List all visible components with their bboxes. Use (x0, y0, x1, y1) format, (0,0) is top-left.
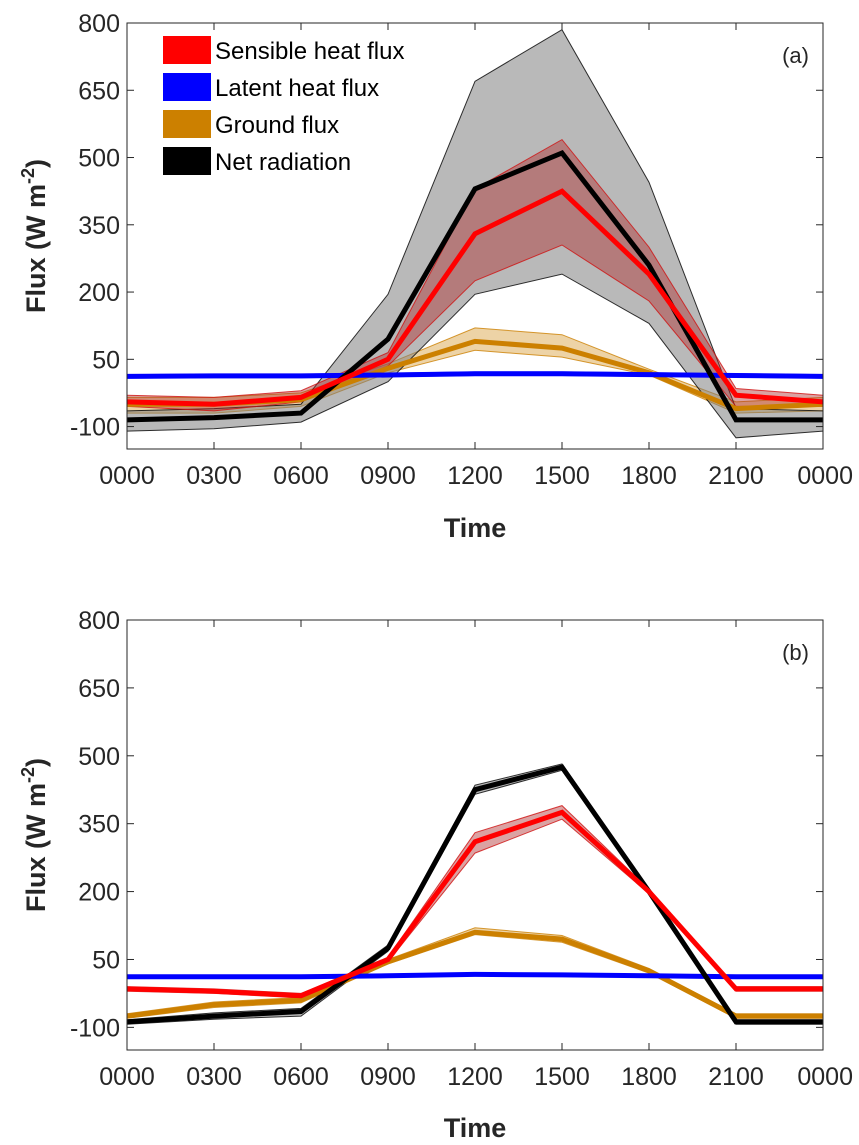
x-tick-label: 1200 (447, 1063, 503, 1091)
latent-mean-line (127, 971, 823, 980)
legend-swatch (163, 36, 211, 64)
x-tick-label: 1500 (534, 462, 590, 490)
x-tick-label: 0300 (186, 1063, 242, 1091)
y-tick-label: 200 (78, 879, 120, 907)
net-upper-edge (127, 29, 823, 412)
x-tick-label: 1800 (621, 462, 677, 490)
legend-label: Latent heat flux (215, 75, 379, 102)
panel-b: -100 50 200 350 500 650 800 0000 0300 0600 0900 120… (18, 607, 853, 1143)
x-axis-title: Time (444, 513, 507, 543)
legend-label: Net radiation (215, 149, 351, 176)
y-tick-label: 650 (78, 675, 120, 703)
x-tick-label: 1800 (621, 1063, 677, 1091)
x-tick-label: 0000 (797, 1063, 853, 1091)
legend-swatch (163, 110, 211, 138)
y-tick-label: -100 (70, 1014, 120, 1042)
x-tick-label: 1500 (534, 1063, 590, 1091)
y-tick-label: 650 (78, 77, 120, 105)
plot-series (127, 29, 823, 439)
x-tick-label: 0600 (273, 1063, 329, 1091)
y-tick-label: 350 (78, 811, 120, 839)
sensible-band (127, 139, 823, 411)
x-axis-title: Time (444, 1113, 507, 1143)
ground-mean-line (127, 929, 823, 1019)
legend-label: Ground flux (215, 112, 339, 139)
x-tick-label: 0000 (797, 462, 853, 490)
net-mean-line (127, 149, 823, 423)
x-tick-label: 0900 (360, 462, 416, 490)
y-tick-label: 350 (78, 212, 120, 240)
x-tick-label: 1200 (447, 462, 503, 490)
x-tick-label: 2100 (708, 462, 764, 490)
y-tick-label: 200 (78, 279, 120, 307)
y-tick-label: 800 (78, 10, 120, 38)
plot-series (127, 763, 823, 1025)
x-tick-label: 2100 (708, 1063, 764, 1091)
x-tick-label: 0900 (360, 1063, 416, 1091)
y-tick-label: 50 (92, 346, 120, 374)
y-axis-title: Flux (W m-2) (18, 758, 51, 912)
legend: Sensible heat flux Latent heat flux Ground… (163, 36, 404, 176)
y-tick-label: -100 (70, 414, 120, 442)
legend-swatch (163, 73, 211, 101)
x-tick-label: 0300 (186, 462, 242, 490)
x-tick-label: 0000 (99, 462, 155, 490)
net-mean-line (127, 764, 823, 1025)
panel-label: (a) (782, 43, 809, 68)
panel-a: -100 50 200 350 500 650 800 0000 0300 0600 0900 120… (18, 10, 853, 543)
sensible-mean-line (127, 188, 823, 407)
x-tick-label: 0000 (99, 1063, 155, 1091)
panel-label: (b) (782, 640, 809, 665)
sensible-mean-line (127, 809, 823, 999)
net-lower-edge (127, 273, 823, 439)
y-axis-title: Flux (W m-2) (18, 159, 51, 313)
y-tick-label: 500 (78, 145, 120, 173)
y-tick-label: 800 (78, 607, 120, 635)
legend-label: Sensible heat flux (215, 38, 404, 65)
latent-mean-line (127, 371, 823, 379)
x-tick-label: 0600 (273, 462, 329, 490)
legend-swatch (163, 147, 211, 175)
y-tick-label: 500 (78, 743, 120, 771)
y-tick-label: 50 (92, 946, 120, 974)
